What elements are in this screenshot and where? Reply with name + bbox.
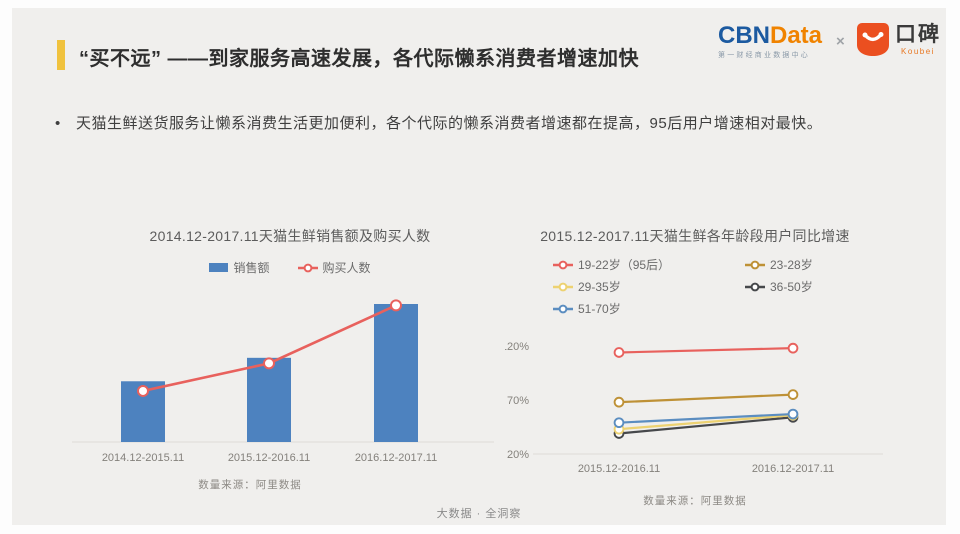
x-axis-label: 2014.12-2015.11 [102, 452, 184, 464]
x-axis-label: 2016.12-2017.11 [355, 452, 437, 464]
legend-item: 销售额 [209, 259, 270, 276]
bullet-point: • 天猫生鲜送货服务让懒系消费生活更加便利，各个代际的懒系消费者增速都在提高，95… [55, 112, 915, 133]
legend-label: 购买人数 [322, 261, 371, 275]
growth-point-marker [613, 347, 625, 358]
growth-line [618, 393, 794, 404]
growth-line [618, 412, 794, 424]
x-axis-label: 2016.12-2017.11 [752, 463, 834, 475]
growth-chart-legend: 19-22岁（95后） 23-28岁 29-35岁 36-50岁 51-70岁 [553, 256, 945, 317]
y-axis-label: 70% [507, 395, 529, 407]
koubei-cn-label: 口碑 [895, 23, 941, 46]
sales-chart-legend: 销售额 购买人数 [70, 259, 510, 276]
legend-item: 29-35岁 [553, 278, 745, 295]
cbndata-subtitle: 第一财经商业数据中心 [718, 52, 810, 59]
legend-marker-icon [553, 260, 573, 269]
legend-label: 36-50岁 [770, 280, 813, 294]
koubei-wordmark: 口碑 Koubei [892, 23, 944, 56]
sales-chart-title: 2014.12-2017.11天猫生鲜销售额及购买人数 [149, 228, 431, 244]
growth-chart-svg: 20% 70% 120% 2015.12-2016.11 2016.12-2017.11 [505, 341, 883, 475]
legend-label: 51-70岁 [578, 302, 621, 316]
sales-chart-source: 数量来源：阿里数据 [198, 479, 302, 491]
purchase-point-marker [390, 299, 402, 312]
chart-panel-sales: 2014.12-2017.11天猫生鲜销售额及购买人数 销售额 购买人数 2014… [70, 210, 510, 492]
legend-label: 销售额 [233, 261, 270, 275]
data-text: Data [770, 22, 823, 49]
growth-line [618, 347, 794, 354]
page-title: “买不远” ——到家服务高速发展，各代际懒系消费者增速加快 [79, 48, 640, 70]
purchase-point-marker [263, 357, 275, 370]
koubei-smile-icon [857, 23, 889, 62]
growth-point-marker [787, 408, 799, 420]
footer-text: 大数据 · 全洞察 [436, 508, 522, 520]
growth-point-marker [787, 389, 799, 400]
cbn-text: CBN [718, 22, 770, 49]
legend-item: 51-70岁 [553, 300, 745, 317]
bullet-text: 天猫生鲜送货服务让懒系消费生活更加便利，各个代际的懒系消费者增速都在提高，95后… [76, 115, 823, 132]
cbndata-wordmark: CBNData [718, 24, 822, 48]
x-axis-label: 2015.12-2016.11 [228, 452, 310, 464]
y-axis-label: 20% [507, 449, 529, 461]
legend-item: 36-50岁 [745, 278, 925, 295]
x-axis-label: 2015.12-2016.11 [578, 463, 660, 475]
growth-point-marker [787, 342, 799, 354]
cbndata-logo: CBNData 第一财经商业数据中心 [718, 24, 822, 60]
logo-x-separator: × [836, 33, 845, 50]
sales-bar [374, 304, 418, 442]
sales-bar [247, 357, 291, 442]
legend-marker-icon [553, 282, 573, 291]
growth-chart-source: 数量来源：阿里数据 [643, 495, 747, 507]
y-axis-label: 120% [505, 341, 529, 353]
legend-label: 29-35岁 [578, 280, 621, 294]
chart-panel-growth: 2015.12-2017.11天猫生鲜各年龄段用户同比增速 19-22岁（95后… [505, 210, 945, 508]
koubei-en-label: Koubei [901, 47, 935, 56]
growth-line [618, 414, 794, 431]
slide: “买不远” ——到家服务高速发展，各代际懒系消费者增速加快 CBNData 第一… [12, 8, 946, 525]
purchase-point-marker [137, 384, 149, 397]
legend-marker-icon [745, 282, 765, 291]
legend-item: 19-22岁（95后） [553, 256, 745, 273]
legend-label: 19-22岁（95后） [578, 258, 671, 272]
growth-line [618, 416, 794, 435]
legend-marker-icon [297, 263, 318, 272]
growth-chart-title: 2015.12-2017.11天猫生鲜各年龄段用户同比增速 [540, 228, 850, 244]
legend-item: 购买人数 [297, 259, 371, 276]
bullet-dot: • [55, 115, 61, 132]
legend-item: 23-28岁 [745, 256, 925, 273]
legend-marker-icon [745, 260, 765, 269]
title-accent-bar [57, 40, 65, 70]
legend-marker-icon [553, 304, 573, 313]
legend-label: 23-28岁 [770, 258, 813, 272]
growth-point-marker [613, 417, 625, 429]
legend-swatch-icon [209, 263, 229, 272]
sales-chart-svg: 2014.12-2015.11 2015.12-2016.11 2016.12-20… [72, 299, 494, 464]
growth-point-marker [613, 396, 625, 408]
